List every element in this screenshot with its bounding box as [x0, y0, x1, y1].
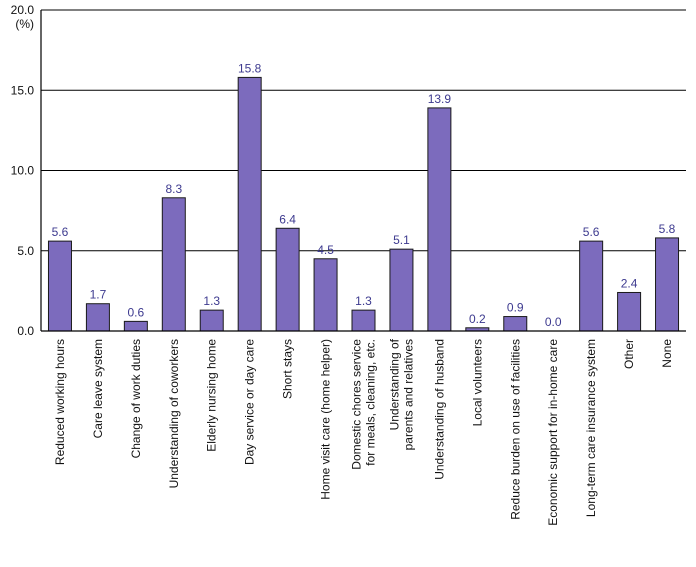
bar [161, 197, 186, 332]
x-tick-label: Elderly nursing home [205, 339, 219, 452]
x-tick-label: Understanding of [387, 338, 401, 430]
bar [617, 291, 642, 332]
data-label: 1.3 [355, 294, 372, 308]
y-tick-label: 20.0 [11, 3, 35, 17]
x-tick-label: parents and relatives [401, 339, 415, 450]
x-tick-label: Domestic chores service [350, 339, 364, 470]
y-tick-label: 15.0 [11, 83, 35, 97]
bar [655, 237, 680, 332]
gridlines [41, 9, 686, 252]
axes [40, 10, 686, 332]
bar [123, 320, 148, 332]
bar [351, 309, 376, 332]
x-tick-label: Understanding of coworkers [167, 339, 181, 488]
x-tick-label: Care leave system [91, 339, 105, 438]
data-label: 15.8 [238, 61, 262, 75]
bars [47, 76, 680, 332]
y-tick-label: 5.0 [17, 244, 34, 258]
data-label: 0.0 [545, 315, 562, 329]
y-tick-label: 0.0 [17, 324, 34, 338]
data-label: 5.6 [52, 225, 69, 239]
category-label-group: Understanding of coworkers [167, 339, 181, 488]
y-tick-label: 10.0 [11, 164, 35, 178]
x-tick-label: Home visit care (home helper) [319, 339, 333, 500]
bar [313, 258, 338, 332]
x-tick-label: Long-term care insurance system [584, 339, 598, 517]
data-label: 2.4 [621, 276, 638, 290]
x-tick-label: Short stays [281, 339, 295, 399]
data-label: 5.6 [583, 225, 600, 239]
category-label-group: Local volunteers [470, 339, 484, 426]
data-label: 0.2 [469, 312, 486, 326]
data-label: 1.3 [203, 294, 220, 308]
x-tick-label: Other [622, 339, 636, 369]
category-label-group: Long-term care insurance system [584, 339, 598, 517]
category-label-group: Understanding of husband [432, 339, 446, 480]
x-tick-label: Day service or day care [243, 339, 257, 465]
data-label: 1.7 [90, 288, 107, 302]
labels: 0.0 5.0 10.0 15.0 20.0(%) 5.6 Reduced working … [11, 3, 676, 526]
data-label: 0.9 [507, 301, 524, 315]
x-tick-label: Local volunteers [470, 339, 484, 426]
category-label-group: Reduced working hours [53, 339, 67, 465]
x-tick-label: Economic support for in-home care [546, 339, 560, 526]
bar [503, 316, 528, 332]
x-tick-label: for meals, cleaning, etc. [364, 339, 378, 466]
data-label: 8.3 [165, 182, 182, 196]
bar [579, 240, 604, 332]
bar [427, 107, 452, 332]
category-label-group: Understanding of parents and relatives [387, 338, 415, 450]
category-label-group: Short stays [281, 339, 295, 399]
category-label-group: Home visit care (home helper) [319, 339, 333, 500]
data-label: 4.5 [317, 243, 334, 257]
data-label: 5.8 [659, 222, 676, 236]
category-label-group: Elderly nursing home [205, 339, 219, 452]
category-label-group: Care leave system [91, 339, 105, 438]
x-tick-label: Reduce burden on use of facilities [508, 339, 522, 520]
bar [237, 76, 262, 332]
data-label: 6.4 [279, 212, 296, 226]
bar [47, 240, 72, 332]
x-tick-label: Reduced working hours [53, 339, 67, 465]
category-label-group: None [660, 339, 674, 368]
category-label-group: Domestic chores service for meals, cleani… [350, 339, 378, 470]
data-label: 0.6 [128, 305, 145, 319]
x-tick-label: Understanding of husband [432, 339, 446, 480]
data-label: 13.9 [428, 92, 452, 106]
category-label-group: Day service or day care [243, 339, 257, 465]
category-label-group: Reduce burden on use of facilities [508, 339, 522, 520]
bar [85, 303, 110, 332]
data-label: 5.1 [393, 233, 410, 247]
category-label-group: Change of work duties [129, 339, 143, 458]
bar [389, 248, 414, 332]
y-axis-unit-label: (%) [15, 17, 34, 31]
bar [199, 309, 224, 332]
bar [275, 227, 300, 332]
x-tick-label: None [660, 339, 674, 368]
category-label-group: Economic support for in-home care [546, 339, 560, 526]
category-label-group: Other [622, 339, 636, 369]
x-tick-label: Change of work duties [129, 339, 143, 458]
